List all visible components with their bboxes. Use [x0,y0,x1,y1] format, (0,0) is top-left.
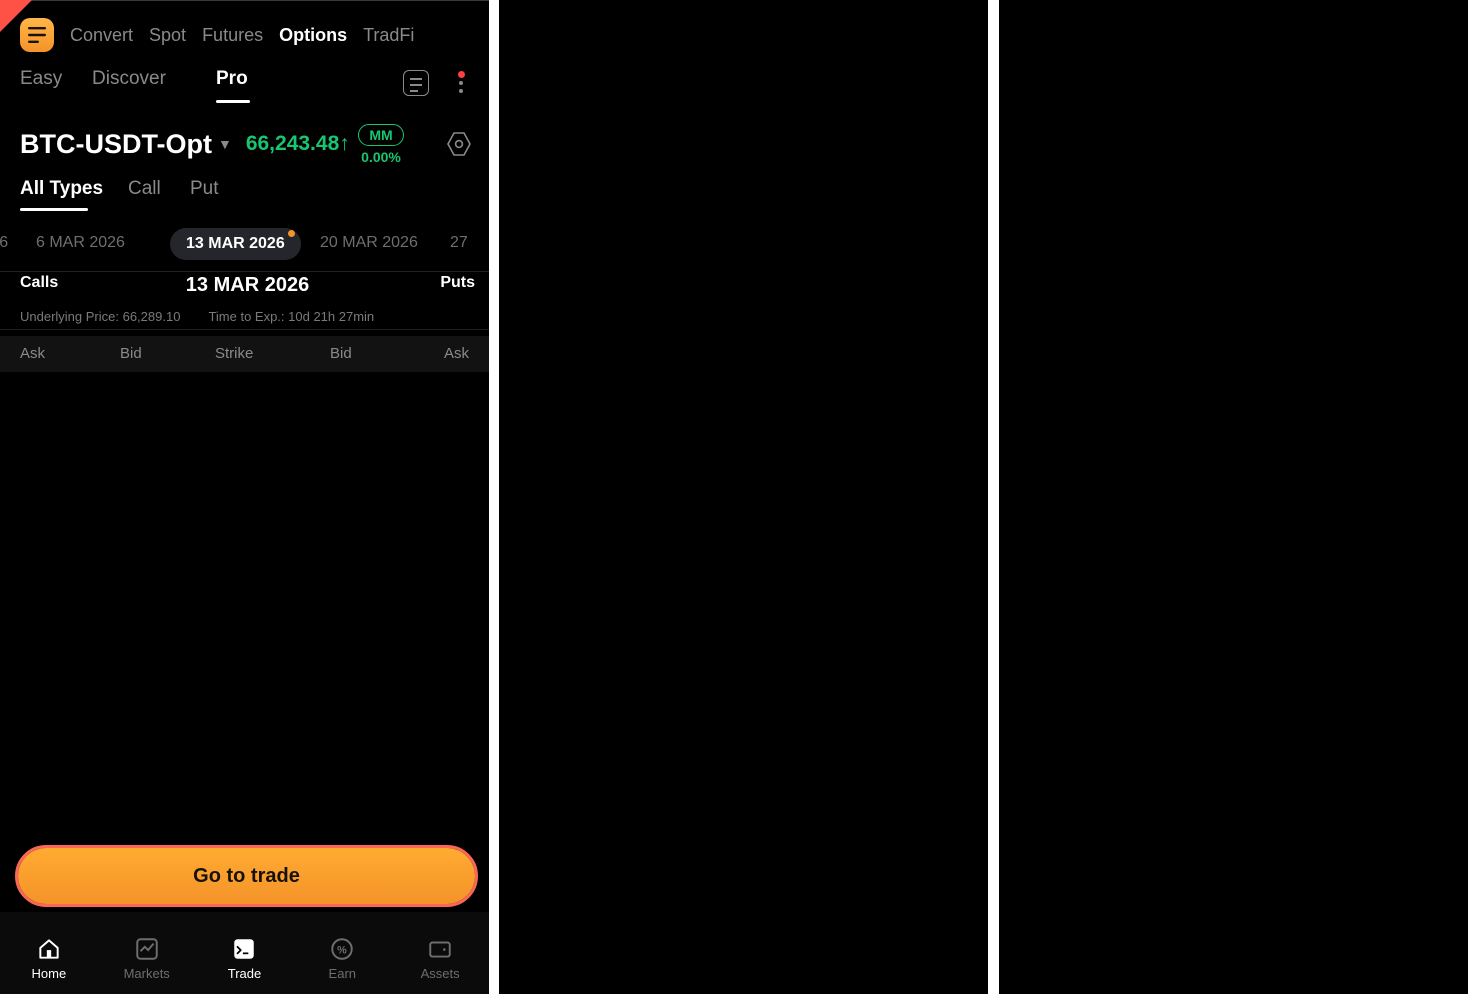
svg-text:%: % [337,944,347,956]
